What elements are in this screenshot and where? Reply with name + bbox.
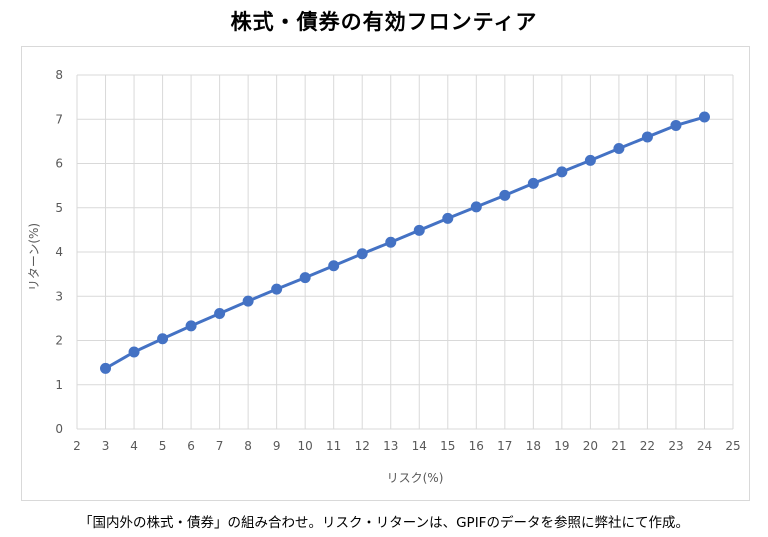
axis-tick-labels: 2 3 4 5 6 7 8 9 10 11 12 13 14 15 16 17 18 19 20 21 22 23 24 25…	[55, 68, 740, 453]
data-point	[271, 283, 283, 295]
data-point	[470, 201, 482, 213]
data-point	[442, 212, 454, 224]
x-tick-label: 17	[497, 439, 512, 453]
x-tick-label: 9	[273, 439, 281, 453]
y-tick-label: 2	[55, 334, 63, 348]
data-point	[157, 333, 169, 345]
x-tick-label: 8	[244, 439, 252, 453]
x-tick-label: 14	[412, 439, 427, 453]
y-tick-label: 7	[55, 112, 63, 126]
x-tick-label: 2	[73, 439, 81, 453]
frontier-chart: 2 3 4 5 6 7 8 9 10 11 12 13 14 15 16 17 18 19 20 21 22 23 24 25…	[27, 68, 741, 485]
x-tick-label: 25	[725, 439, 740, 453]
x-tick-label: 6	[187, 439, 195, 453]
x-tick-label: 24	[697, 439, 712, 453]
x-tick-label: 19	[554, 439, 569, 453]
data-point	[641, 131, 653, 143]
data-point	[299, 272, 311, 284]
x-tick-label: 4	[130, 439, 138, 453]
x-tick-label: 20	[583, 439, 598, 453]
data-point	[100, 362, 112, 374]
data-point	[499, 189, 511, 201]
grid-lines	[76, 74, 734, 430]
data-point	[527, 177, 539, 189]
x-tick-label: 15	[440, 439, 455, 453]
x-tick-label: 16	[469, 439, 484, 453]
series-layer	[100, 111, 710, 374]
chart-frame: 2 3 4 5 6 7 8 9 10 11 12 13 14 15 16 17 18 19 20 21 22 23 24 25…	[21, 46, 750, 501]
x-tick-label: 12	[355, 439, 370, 453]
y-tick-label: 1	[55, 378, 63, 392]
data-point	[584, 154, 596, 166]
data-point	[328, 260, 340, 272]
x-tick-label: 7	[216, 439, 224, 453]
data-point	[698, 111, 710, 123]
x-tick-label: 10	[298, 439, 313, 453]
x-tick-label: 13	[383, 439, 398, 453]
data-point	[670, 119, 682, 131]
data-point	[613, 142, 625, 154]
data-point	[214, 308, 226, 320]
x-tick-label: 22	[640, 439, 655, 453]
source-note: 「国内外の株式・債券」の組み合わせ。リスク・リターンは、GPIFのデータを参照に…	[79, 515, 689, 531]
y-axis-label: リターン(%)	[27, 223, 41, 291]
data-point	[128, 346, 140, 358]
x-tick-label: 5	[159, 439, 167, 453]
x-tick-label: 3	[102, 439, 110, 453]
x-tick-label: 11	[326, 439, 341, 453]
y-tick-label: 5	[55, 201, 63, 215]
x-tick-label: 23	[668, 439, 683, 453]
data-point	[556, 166, 568, 178]
y-tick-label: 0	[55, 422, 63, 436]
chart-title: 株式・債券の有効フロンティア	[230, 10, 538, 34]
y-tick-label: 6	[55, 157, 63, 171]
x-axis-label: リスク(%)	[387, 471, 444, 485]
data-point	[356, 248, 368, 260]
data-point	[242, 295, 254, 307]
y-tick-label: 8	[55, 68, 63, 82]
data-point	[413, 224, 425, 236]
y-tick-label: 3	[55, 289, 63, 303]
series-line	[104, 115, 706, 370]
y-tick-label: 4	[55, 245, 63, 259]
data-point	[385, 236, 397, 248]
data-point	[185, 320, 197, 332]
x-tick-label: 21	[611, 439, 626, 453]
x-tick-label: 18	[526, 439, 541, 453]
